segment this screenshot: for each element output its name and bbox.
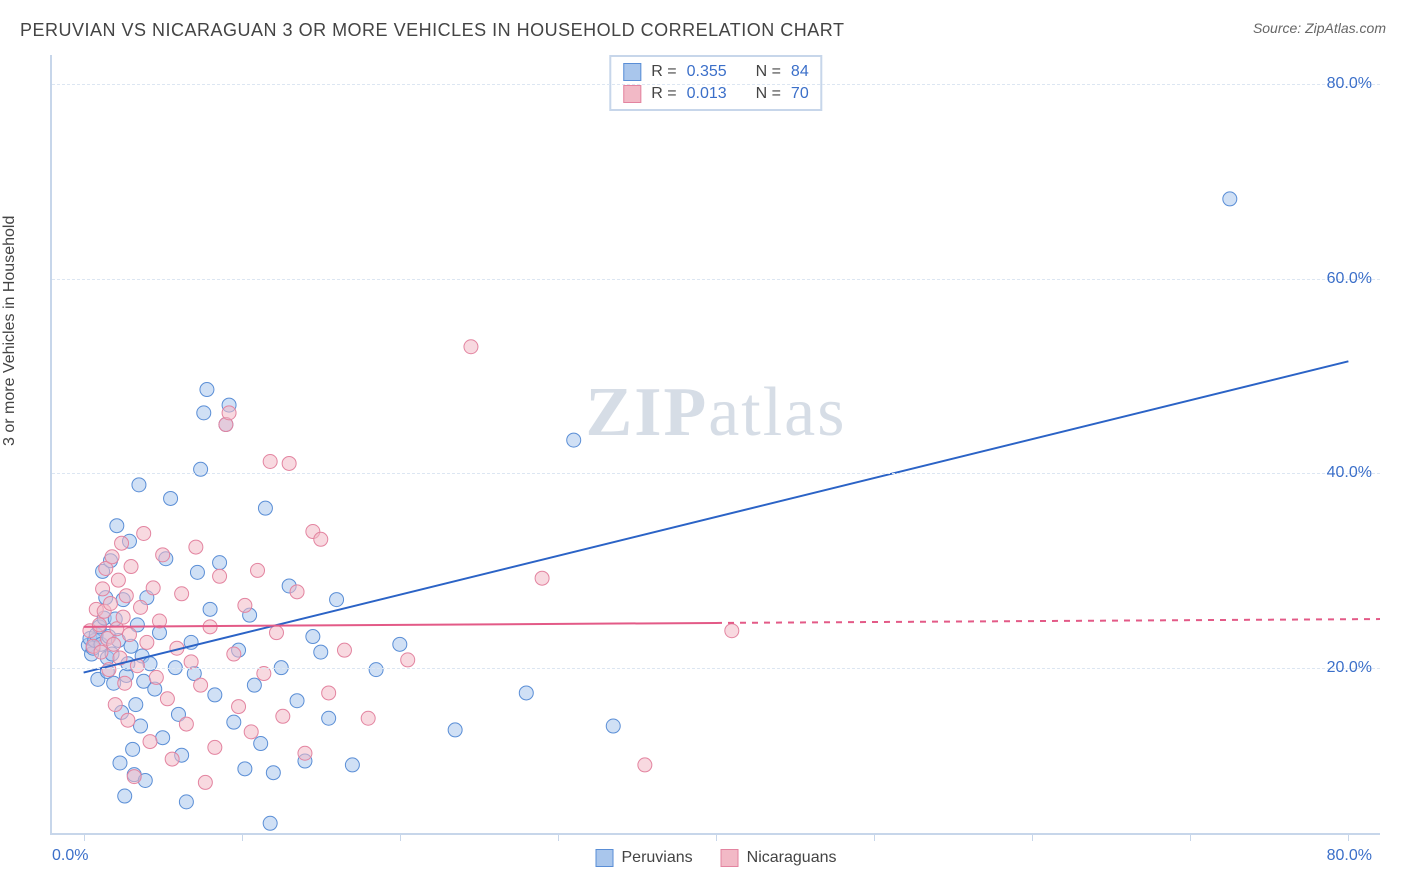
chart-title: PERUVIAN VS NICARAGUAN 3 OR MORE VEHICLE…	[20, 20, 844, 41]
swatch-peruvians	[623, 63, 641, 81]
x-tick	[558, 833, 559, 841]
source-credit: Source: ZipAtlas.com	[1253, 20, 1386, 36]
legend-stat-row-1: R = 0.355 N = 84	[623, 61, 808, 83]
chart-svg	[52, 55, 1380, 833]
swatch-nicaraguans-b	[721, 849, 739, 867]
y-tick-label: 60.0%	[1327, 270, 1372, 288]
legend-item-nicaraguans: Nicaraguans	[721, 849, 837, 867]
x-tick	[242, 833, 243, 841]
x-tick	[874, 833, 875, 841]
y-tick-label: 40.0%	[1327, 464, 1372, 482]
gridline-h	[52, 473, 1380, 474]
y-tick-label: 20.0%	[1327, 659, 1372, 677]
gridline-h	[52, 668, 1380, 669]
x-tick	[1032, 833, 1033, 841]
legend-stats: R = 0.355 N = 84 R = 0.013 N = 70	[609, 55, 822, 111]
x-tick	[84, 833, 85, 841]
x-tick-label: 80.0%	[1327, 847, 1372, 865]
y-axis-label: 3 or more Vehicles in Household	[1, 216, 19, 446]
plot-area: ZIPatlas R = 0.355 N = 84 R = 0.013 N = …	[50, 55, 1380, 835]
x-tick	[716, 833, 717, 841]
gridline-h	[52, 84, 1380, 85]
y-tick-label: 80.0%	[1327, 75, 1372, 93]
gridline-h	[52, 279, 1380, 280]
legend-stat-row-2: R = 0.013 N = 70	[623, 83, 808, 105]
x-tick	[1348, 833, 1349, 841]
x-tick	[1190, 833, 1191, 841]
legend-item-peruvians: Peruvians	[596, 849, 693, 867]
swatch-nicaraguans	[623, 85, 641, 103]
swatch-peruvians-b	[596, 849, 614, 867]
x-tick-label: 0.0%	[52, 847, 88, 865]
x-tick	[400, 833, 401, 841]
legend-bottom: Peruvians Nicaraguans	[596, 849, 837, 867]
